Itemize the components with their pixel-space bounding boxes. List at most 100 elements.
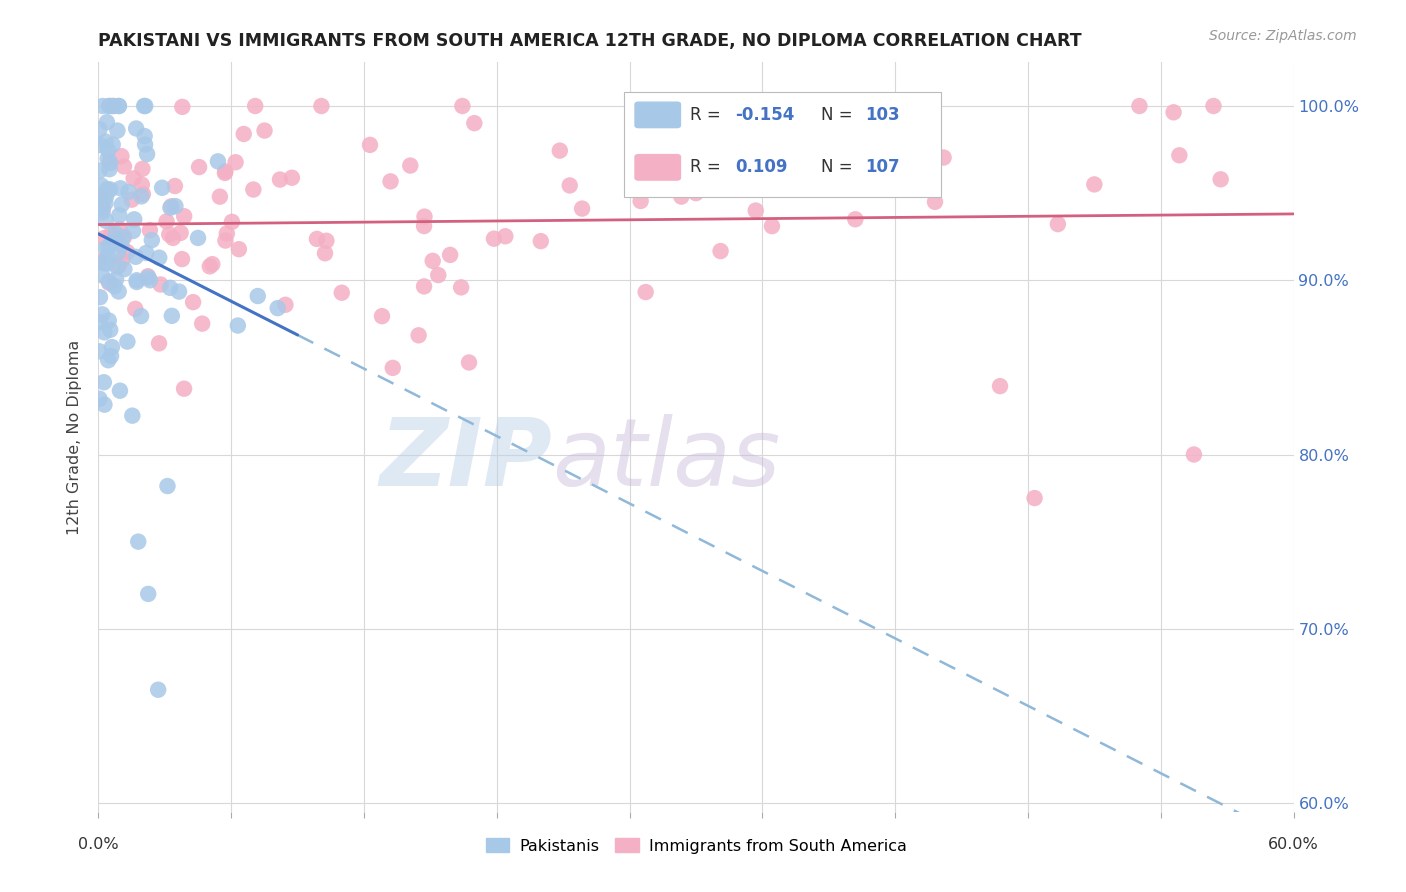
Point: [494, 229, 516, 244]
Point: [94, 214, 117, 228]
Point: [330, 285, 353, 300]
Point: [93, 398, 115, 412]
Point: [159, 281, 181, 295]
Point: [571, 202, 593, 216]
Point: [1128, 99, 1150, 113]
FancyBboxPatch shape: [636, 154, 681, 180]
Point: [314, 246, 336, 260]
Point: [160, 309, 183, 323]
Point: [97, 274, 120, 288]
Point: [112, 160, 135, 174]
Point: [134, 137, 156, 152]
Point: [105, 233, 128, 247]
Point: [97, 313, 120, 327]
Point: [1083, 178, 1105, 192]
Point: [458, 355, 481, 369]
Point: [214, 166, 236, 180]
Point: [136, 147, 159, 161]
Point: [100, 236, 122, 251]
Point: [101, 137, 124, 152]
Point: [139, 223, 162, 237]
Point: [136, 270, 159, 285]
Point: [1182, 448, 1205, 462]
FancyBboxPatch shape: [636, 103, 681, 128]
Point: [111, 230, 134, 244]
Point: [89, 392, 111, 406]
Point: [482, 232, 505, 246]
Point: [159, 201, 181, 215]
Point: [548, 144, 571, 158]
Point: [107, 259, 129, 273]
Text: 0.0%: 0.0%: [79, 837, 118, 852]
Point: [98, 99, 121, 113]
Point: [122, 171, 145, 186]
Point: [170, 226, 193, 240]
Point: [110, 238, 132, 252]
Point: [98, 162, 121, 177]
Point: [89, 254, 111, 268]
Point: [94, 241, 117, 255]
Point: [93, 376, 115, 390]
Point: [122, 212, 145, 227]
Point: [558, 178, 581, 193]
Point: [281, 170, 304, 185]
Point: [129, 309, 152, 323]
Point: [1046, 217, 1069, 231]
Point: [134, 129, 156, 144]
Point: [89, 290, 111, 304]
Point: [427, 268, 450, 282]
Point: [90, 201, 112, 215]
Point: [422, 253, 444, 268]
Point: [725, 99, 748, 113]
Text: atlas: atlas: [553, 414, 780, 505]
Point: [125, 250, 148, 264]
Point: [1168, 148, 1191, 162]
Point: [111, 252, 134, 267]
Point: [634, 285, 657, 299]
Point: [117, 334, 139, 349]
Point: [173, 382, 195, 396]
Point: [201, 257, 224, 271]
Point: [115, 245, 138, 260]
Point: [98, 276, 121, 290]
Point: [1202, 99, 1225, 113]
Point: [121, 409, 143, 423]
Point: [228, 242, 250, 256]
Point: [125, 273, 148, 287]
Point: [188, 160, 211, 174]
Point: [107, 245, 129, 260]
Point: [305, 232, 328, 246]
Point: [131, 161, 153, 176]
Point: [89, 122, 111, 136]
Point: [150, 181, 173, 195]
Text: N =: N =: [821, 106, 858, 124]
Point: [103, 279, 125, 293]
Point: [89, 163, 111, 178]
Point: [221, 215, 243, 229]
Point: [93, 326, 115, 340]
Point: [242, 182, 264, 196]
Point: [1209, 172, 1232, 186]
Point: [108, 208, 131, 222]
Point: [124, 301, 146, 316]
Point: [108, 222, 131, 236]
Point: [101, 99, 124, 113]
Point: [208, 189, 231, 203]
Point: [215, 227, 238, 241]
Point: [93, 231, 115, 245]
Point: [181, 295, 204, 310]
Point: [225, 155, 247, 169]
Point: [90, 178, 112, 193]
Point: [97, 241, 120, 255]
Point: [451, 99, 474, 113]
Point: [866, 145, 889, 159]
Point: [134, 99, 156, 113]
Point: [155, 214, 177, 228]
Point: [100, 349, 122, 363]
Point: [98, 99, 121, 113]
Point: [924, 194, 946, 209]
Point: [844, 212, 866, 227]
Point: [162, 231, 184, 245]
Point: [160, 199, 183, 213]
Point: [112, 262, 135, 277]
